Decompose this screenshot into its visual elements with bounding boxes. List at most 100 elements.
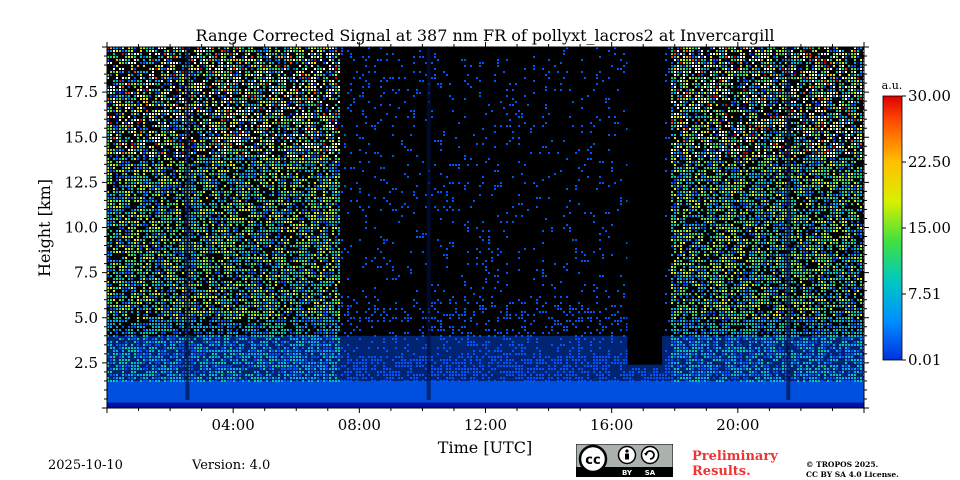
heatmap-cell — [158, 308, 160, 310]
heatmap-cell — [173, 86, 175, 88]
heatmap-cell — [200, 206, 202, 208]
heatmap-cell — [140, 377, 142, 379]
heatmap-cell — [221, 131, 223, 133]
heatmap-cell — [164, 47, 166, 49]
heatmap-cell — [137, 188, 139, 190]
heatmap-cell — [116, 188, 118, 190]
heatmap-cell — [116, 146, 118, 148]
heatmap-cell — [212, 233, 214, 235]
heatmap-cell — [167, 158, 169, 160]
heatmap-cell — [251, 344, 253, 346]
heatmap-cell — [161, 152, 163, 154]
heatmap-cell — [206, 266, 208, 268]
heatmap-cell — [194, 188, 196, 190]
heatmap-cell — [179, 212, 181, 214]
heatmap-cell — [176, 284, 178, 286]
heatmap-cell — [269, 275, 271, 277]
heatmap-cell — [170, 125, 172, 127]
heatmap-cell — [182, 125, 184, 127]
heatmap-cell — [203, 95, 205, 97]
heatmap-cell — [212, 296, 214, 298]
heatmap-cell — [254, 179, 256, 181]
heatmap-cell — [155, 50, 157, 52]
heatmap-cell — [125, 203, 127, 205]
heatmap-cell — [143, 338, 145, 340]
heatmap-cell — [239, 122, 241, 124]
heatmap-cell — [119, 209, 121, 211]
heatmap-cell — [146, 122, 148, 124]
heatmap-cell — [206, 296, 208, 298]
heatmap-cell — [122, 236, 124, 238]
heatmap-cell — [272, 206, 274, 208]
heatmap-cell — [131, 224, 133, 226]
heatmap-cell — [281, 224, 283, 226]
heatmap-cell — [215, 308, 217, 310]
heatmap-cell — [266, 170, 268, 172]
heatmap-cell — [197, 308, 199, 310]
heatmap-cell — [191, 233, 193, 235]
heatmap-cell — [269, 74, 271, 76]
heatmap-cell — [224, 158, 226, 160]
heatmap-cell — [212, 284, 214, 286]
heatmap-cell — [110, 86, 112, 88]
heatmap-cell — [212, 341, 214, 343]
heatmap-cell — [179, 50, 181, 52]
heatmap-cell — [149, 329, 151, 331]
heatmap-cell — [179, 155, 181, 157]
heatmap-cell — [251, 74, 253, 76]
heatmap-cell — [254, 197, 256, 199]
heatmap-cell — [209, 167, 211, 169]
heatmap-cell — [122, 116, 124, 118]
heatmap-cell — [167, 347, 169, 349]
heatmap-cell — [281, 332, 283, 334]
heatmap-cell — [167, 305, 169, 307]
heatmap-cell — [107, 134, 109, 136]
heatmap-cell — [152, 170, 154, 172]
heatmap-cell — [203, 359, 205, 361]
heatmap-cell — [224, 284, 226, 286]
heatmap-cell — [230, 353, 232, 355]
heatmap-cell — [140, 269, 142, 271]
heatmap-cell — [260, 143, 262, 145]
heatmap-cell — [158, 104, 160, 106]
heatmap-cell — [233, 284, 235, 286]
heatmap-cell — [152, 221, 154, 223]
heatmap-cell — [116, 230, 118, 232]
heatmap-cell — [176, 158, 178, 160]
heatmap-cell — [263, 89, 265, 91]
heatmap-cell — [266, 209, 268, 211]
heatmap-cell — [191, 323, 193, 325]
heatmap-cell — [218, 110, 220, 112]
heatmap-cell — [245, 77, 247, 79]
heatmap-cell — [245, 353, 247, 355]
heatmap-cell — [233, 65, 235, 67]
heatmap-cell — [191, 287, 193, 289]
heatmap-cell — [230, 95, 232, 97]
heatmap-cell — [182, 263, 184, 265]
heatmap-cell — [131, 83, 133, 85]
heatmap-cell — [158, 329, 160, 331]
heatmap-cell — [275, 248, 277, 250]
heatmap-cell — [257, 308, 259, 310]
heatmap-cell — [110, 368, 112, 370]
heatmap-cell — [206, 104, 208, 106]
heatmap-cell — [158, 278, 160, 280]
heatmap-cell — [167, 368, 169, 370]
heatmap-cell — [149, 209, 151, 211]
heatmap-cell — [245, 113, 247, 115]
heatmap-cell — [275, 254, 277, 256]
heatmap-cell — [107, 59, 109, 61]
heatmap-cell — [137, 251, 139, 253]
heatmap-cell — [194, 227, 196, 229]
heatmap-cell — [203, 146, 205, 148]
heatmap-cell — [149, 362, 151, 364]
heatmap-cell — [110, 287, 112, 289]
heatmap-cell — [206, 227, 208, 229]
heatmap-cell — [125, 374, 127, 376]
heatmap-cell — [248, 341, 250, 343]
heatmap-cell — [116, 104, 118, 106]
heatmap-cell — [197, 305, 199, 307]
heatmap-cell — [158, 353, 160, 355]
heatmap-cell — [218, 68, 220, 70]
heatmap-cell — [245, 71, 247, 73]
